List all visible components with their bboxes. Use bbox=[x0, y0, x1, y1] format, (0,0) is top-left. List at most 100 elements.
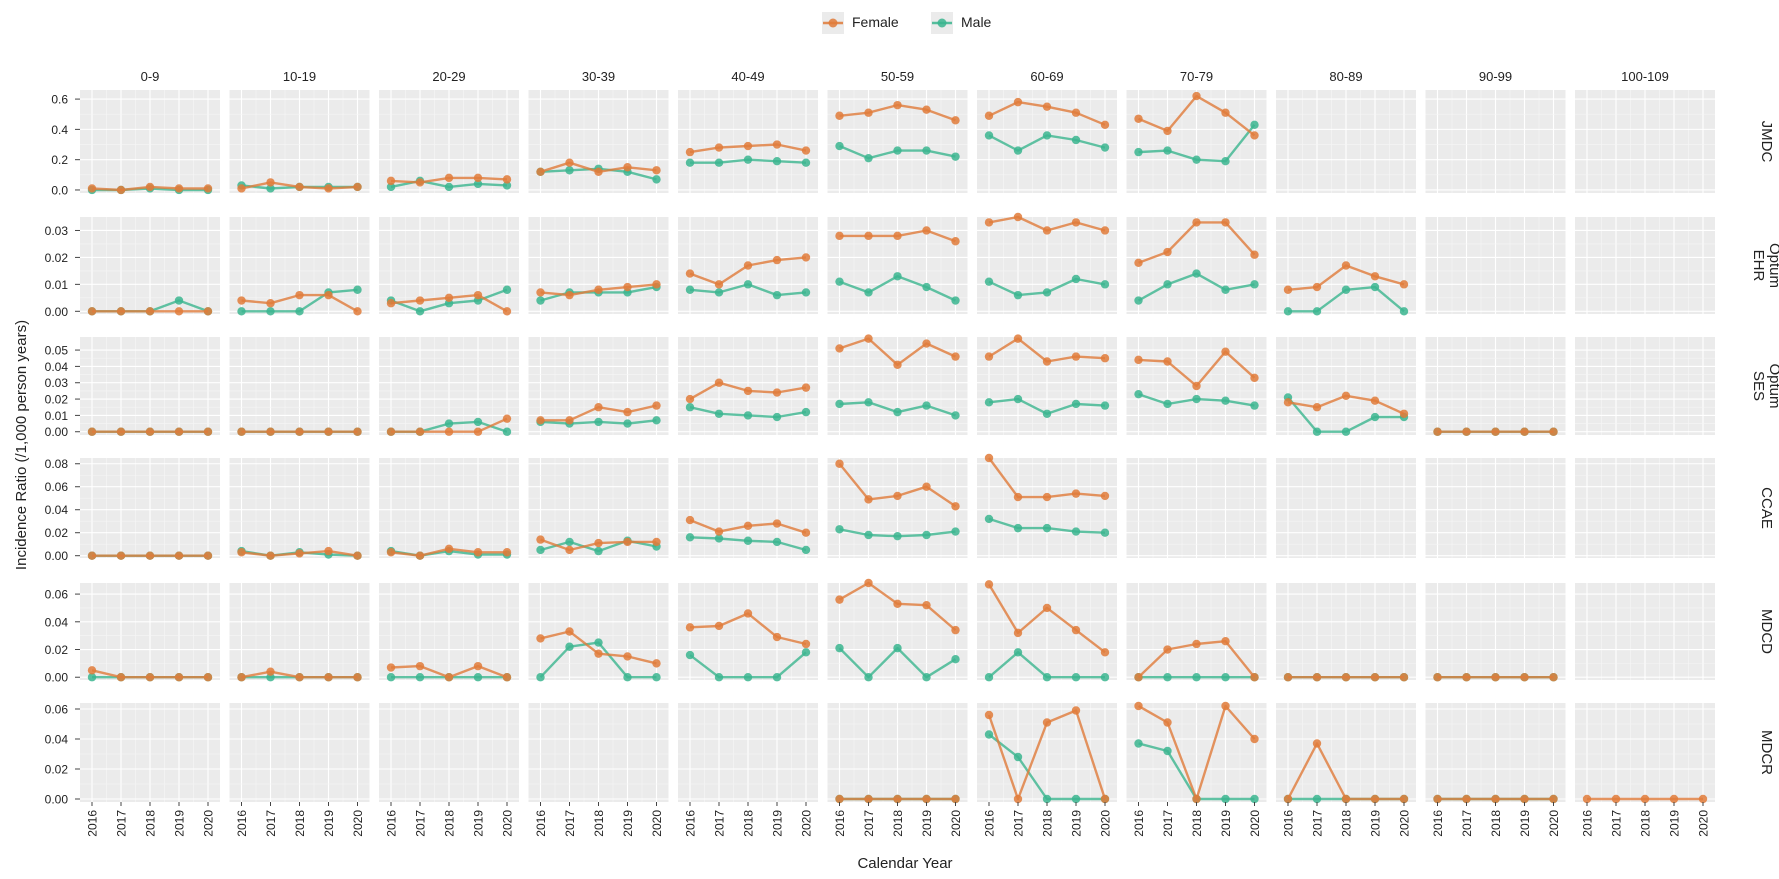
data-point-male bbox=[1221, 156, 1230, 166]
x-tick-label: 2019 bbox=[1518, 810, 1532, 837]
data-point-female bbox=[1042, 492, 1052, 502]
data-point-male bbox=[1341, 285, 1351, 294]
panel-optum-ses-70-79 bbox=[1126, 337, 1267, 435]
data-point-male bbox=[743, 155, 753, 164]
x-tick-label: 2016 bbox=[983, 810, 997, 837]
data-point-female bbox=[353, 182, 362, 192]
panel-jmdc-50-59 bbox=[827, 90, 968, 193]
data-point-female bbox=[324, 184, 333, 193]
panel-mdcd-50-59 bbox=[827, 578, 968, 682]
data-point-male bbox=[922, 673, 931, 682]
data-point-male bbox=[1312, 427, 1322, 436]
panel-mdcr-90-99 bbox=[1425, 703, 1566, 804]
data-point-female bbox=[203, 551, 213, 560]
panel-optum-ses-50-59 bbox=[827, 334, 968, 435]
data-point-female bbox=[444, 544, 454, 554]
data-point-female bbox=[1698, 794, 1708, 804]
strip-label-age-90-99: 90-99 bbox=[1479, 69, 1512, 84]
data-point-female bbox=[1433, 673, 1442, 682]
data-point-female bbox=[174, 307, 184, 316]
data-point-female bbox=[951, 625, 960, 635]
data-point-male bbox=[714, 288, 724, 297]
data-point-male bbox=[835, 399, 844, 409]
data-point-male bbox=[502, 285, 512, 294]
data-point-female bbox=[415, 427, 425, 436]
x-tick-label: 2018 bbox=[1190, 810, 1204, 837]
strip-label-line: SES bbox=[1750, 371, 1767, 401]
data-point-female bbox=[565, 158, 574, 167]
data-point-male bbox=[893, 407, 902, 417]
x-tick-label: 2017 bbox=[1161, 810, 1175, 837]
data-point-male bbox=[714, 158, 724, 167]
data-point-male bbox=[1100, 528, 1110, 537]
data-point-female bbox=[415, 178, 425, 187]
data-point-male bbox=[743, 280, 753, 289]
data-point-female bbox=[502, 307, 512, 316]
data-point-male bbox=[1100, 673, 1110, 682]
data-point-female bbox=[1221, 701, 1230, 711]
data-point-male bbox=[1341, 427, 1351, 436]
data-point-male bbox=[1283, 307, 1293, 316]
data-point-male bbox=[801, 407, 811, 417]
data-point-female bbox=[266, 178, 275, 187]
y-tick-label: 0.03 bbox=[45, 224, 69, 238]
data-point-female bbox=[1549, 427, 1558, 436]
data-point-female bbox=[116, 307, 126, 316]
data-point-male bbox=[835, 525, 844, 534]
y-tick-label: 0.04 bbox=[45, 360, 69, 374]
data-point-female bbox=[353, 673, 362, 682]
strip-label-line: MDCD bbox=[1758, 609, 1775, 654]
data-point-female bbox=[386, 299, 396, 308]
x-tick-label: 2020 bbox=[1099, 810, 1113, 837]
data-point-female bbox=[864, 334, 873, 343]
y-tick-label: 0.06 bbox=[45, 480, 69, 494]
data-point-female bbox=[893, 100, 902, 110]
panel-optum-ehr-30-39 bbox=[528, 217, 669, 314]
data-point-female bbox=[1042, 357, 1052, 366]
data-point-male bbox=[743, 536, 753, 545]
y-tick-label: 0.04 bbox=[45, 733, 69, 747]
data-point-female bbox=[951, 794, 960, 804]
data-point-male bbox=[772, 156, 782, 166]
x-tick-label: 2018 bbox=[1041, 810, 1055, 837]
x-tick-label: 2018 bbox=[1489, 810, 1503, 837]
panel-optum-ehr-60-69 bbox=[977, 212, 1117, 314]
data-point-female bbox=[1013, 794, 1023, 804]
data-point-male bbox=[1013, 648, 1023, 657]
data-point-female bbox=[324, 673, 333, 682]
data-point-female bbox=[1100, 794, 1110, 804]
data-point-male bbox=[951, 411, 960, 420]
panel-mdcd-60-69 bbox=[977, 580, 1117, 682]
data-point-male bbox=[1370, 282, 1380, 292]
data-point-female bbox=[415, 296, 425, 305]
x-tick-label: 2016 bbox=[86, 810, 100, 837]
data-point-female bbox=[922, 105, 931, 114]
data-point-female bbox=[623, 163, 632, 172]
data-point-female bbox=[295, 427, 304, 436]
data-point-female bbox=[743, 261, 753, 270]
data-point-female bbox=[1399, 280, 1409, 289]
panel-jmdc-100-109 bbox=[1575, 90, 1715, 193]
data-point-male bbox=[951, 296, 960, 305]
data-point-female bbox=[1283, 285, 1293, 294]
data-point-female bbox=[87, 666, 97, 675]
data-point-female bbox=[145, 307, 155, 316]
data-point-male bbox=[801, 648, 811, 657]
data-point-female bbox=[1163, 247, 1172, 257]
data-point-female bbox=[324, 427, 333, 436]
data-point-male bbox=[984, 131, 994, 140]
data-point-female bbox=[714, 378, 724, 387]
data-point-female bbox=[1100, 120, 1110, 130]
data-point-female bbox=[237, 427, 246, 436]
data-point-female bbox=[1192, 639, 1201, 649]
data-point-male bbox=[295, 307, 304, 316]
data-point-female bbox=[1192, 218, 1201, 227]
data-point-male bbox=[835, 643, 844, 653]
data-point-female bbox=[1013, 628, 1023, 638]
data-point-male bbox=[864, 398, 873, 407]
data-point-female bbox=[1549, 673, 1558, 682]
data-point-male bbox=[801, 158, 811, 167]
data-point-male bbox=[594, 546, 603, 556]
data-point-female bbox=[594, 649, 603, 658]
panel-ccae-70-79 bbox=[1126, 458, 1267, 558]
